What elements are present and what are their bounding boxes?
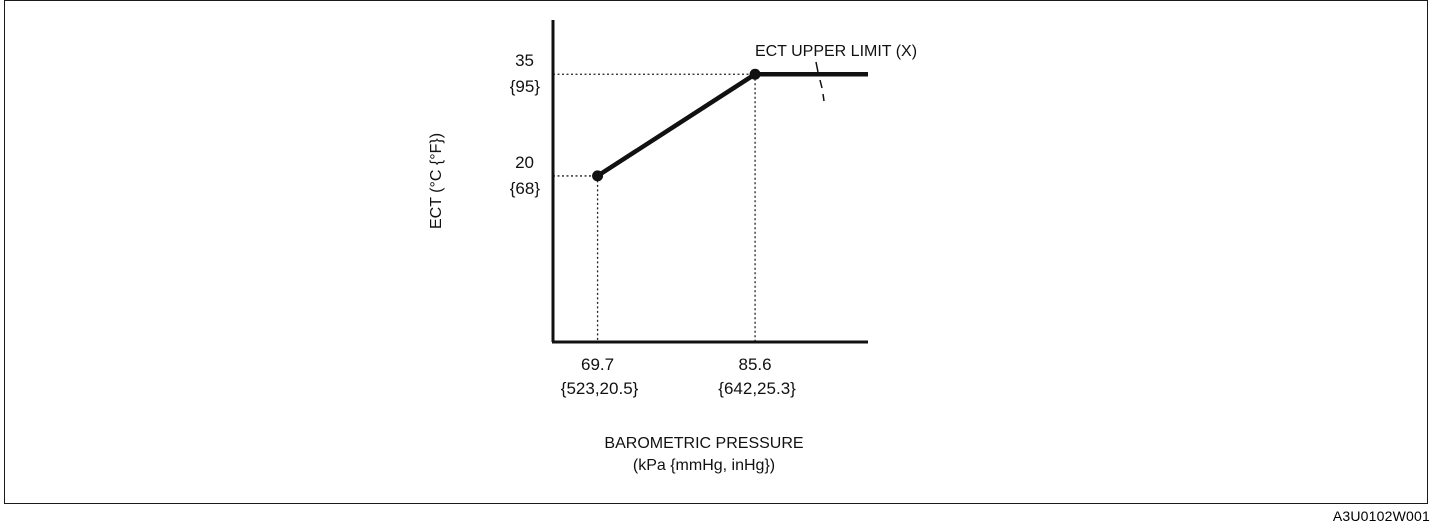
x-tick-label-1: 85.6	[739, 355, 772, 374]
y-tick-sublabel-0: {95}	[510, 77, 541, 96]
annotation-leader-0	[815, 61, 825, 102]
x-tick-sublabel-1: {642,25.3}	[718, 379, 796, 398]
x-axis-title-line-1: (kPa {mmHg, inHg})	[633, 457, 775, 474]
tick-labels: 35 {95} 20 {68} 69.7 {523,20.5} 85.6 {642,25.3}	[510, 51, 796, 398]
y-tick-label-1: 20	[515, 153, 534, 172]
axis-titles: BAROMETRIC PRESSURE (kPa {mmHg, inHg}) ECT…	[428, 133, 804, 474]
x-tick-sublabel-0: {523,20.5}	[561, 379, 639, 398]
y-axis-title: ECT (°C {°F})	[428, 133, 445, 229]
x-axis-title-line-0: BAROMETRIC PRESSURE	[604, 435, 803, 452]
annotation-label-0: ECT UPPER LIMIT (X)	[755, 43, 917, 60]
data-points	[592, 68, 761, 182]
y-tick-label-0: 35	[515, 51, 534, 70]
figure-frame	[4, 0, 1428, 504]
figure-code: A3U0102W001	[1332, 508, 1430, 524]
y-tick-sublabel-1: {68}	[510, 179, 541, 198]
data-point-1	[749, 68, 761, 80]
axes	[551, 20, 868, 344]
x-tick-label-0: 69.7	[581, 355, 614, 374]
series	[596, 71, 868, 178]
guide-lines	[553, 73, 756, 342]
annotations: ECT UPPER LIMIT (X)	[755, 43, 917, 102]
data-point-0	[592, 170, 604, 182]
series-line-0	[596, 71, 868, 178]
